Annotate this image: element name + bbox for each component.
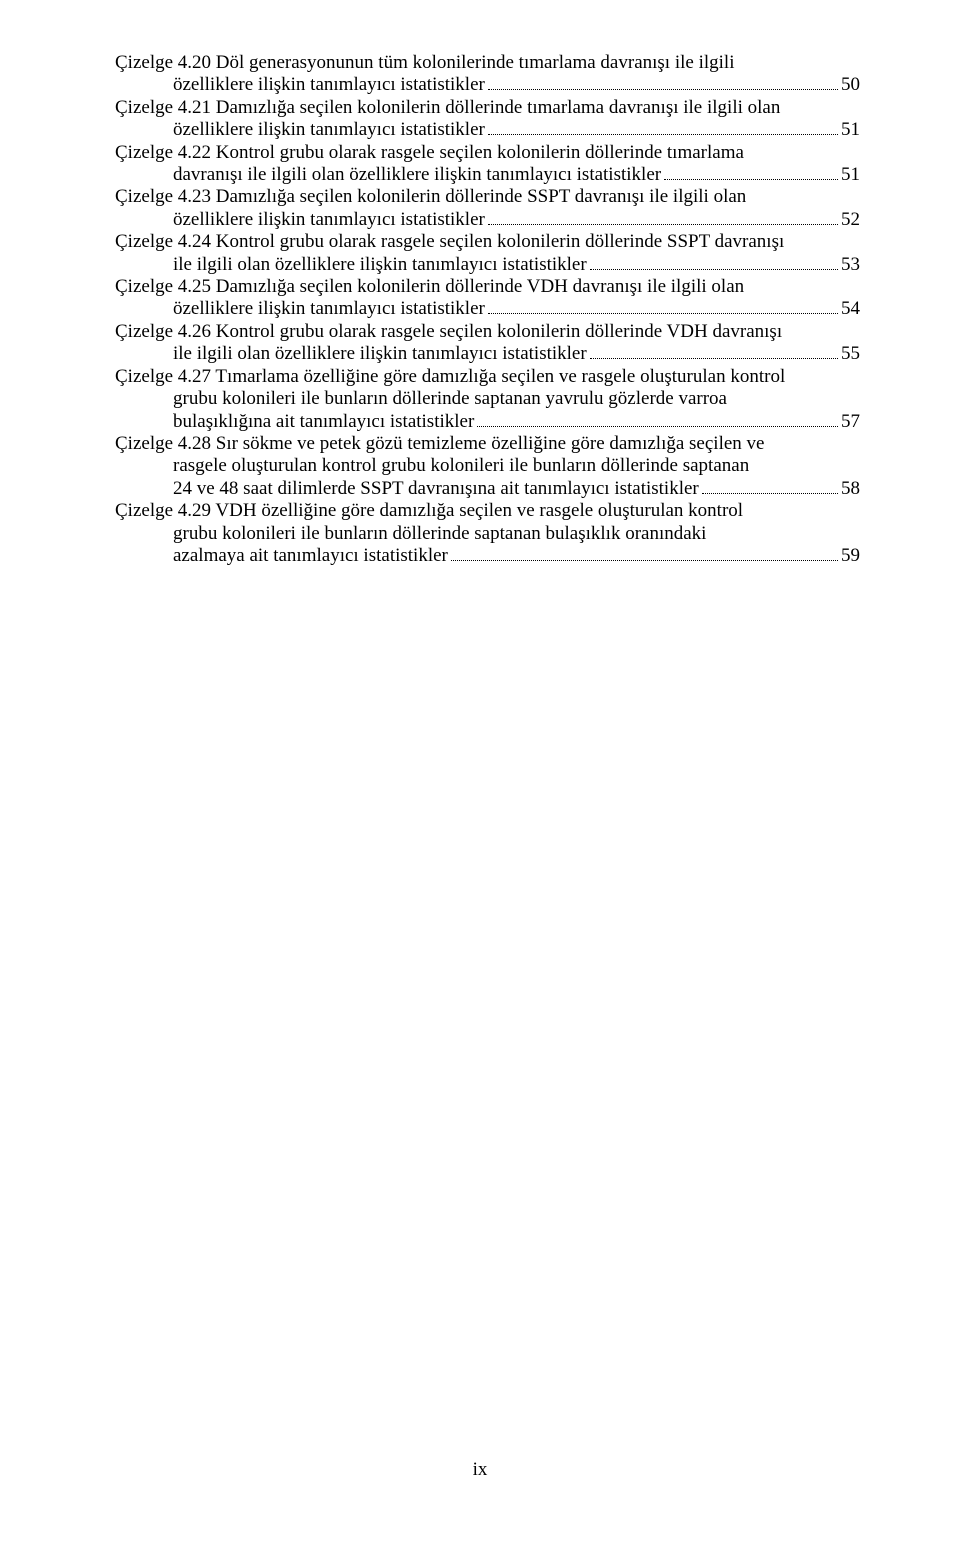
toc-entry-mid-line: grubu kolonileri ile bunların döllerinde…	[115, 388, 860, 410]
leader-dots	[488, 299, 838, 314]
toc-page: Çizelge 4.20 Döl generasyonunun tüm kolo…	[0, 0, 960, 567]
toc-page-number: 51	[841, 164, 860, 186]
toc-entry: Çizelge 4.29 VDH özelliğine göre damızlı…	[115, 500, 860, 567]
toc-page-number: 55	[841, 343, 860, 365]
toc-page-number: 53	[841, 254, 860, 276]
toc-leader-row: özelliklere ilişkin tanımlayıcı istatist…	[173, 209, 860, 231]
toc-page-number: 50	[841, 74, 860, 96]
toc-entry-line1: Çizelge 4.22 Kontrol grubu olarak rasgel…	[115, 142, 860, 164]
toc-page-number: 58	[841, 478, 860, 500]
toc-entry: Çizelge 4.20 Döl generasyonunun tüm kolo…	[115, 52, 860, 97]
toc-entry-last-line: davranışı ile ilgili olan özelliklere il…	[115, 164, 860, 186]
toc-entry-tail-text: davranışı ile ilgili olan özelliklere il…	[173, 164, 661, 186]
toc-entry: Çizelge 4.27 Tımarlama özelliğine göre d…	[115, 366, 860, 433]
page-number-footer: ix	[0, 1459, 960, 1481]
toc-entry: Çizelge 4.22 Kontrol grubu olarak rasgel…	[115, 142, 860, 187]
leader-dots	[590, 254, 838, 269]
toc-entry-tail-text: 24 ve 48 saat dilimlerde SSPT davranışın…	[173, 478, 699, 500]
toc-leader-row: azalmaya ait tanımlayıcı istatistikler 59	[173, 545, 860, 567]
leader-dots	[488, 120, 838, 135]
toc-entry: Çizelge 4.24 Kontrol grubu olarak rasgel…	[115, 231, 860, 276]
toc-entry-last-line: ile ilgili olan özelliklere ilişkin tanı…	[115, 254, 860, 276]
toc-entry: Çizelge 4.25 Damızlığa seçilen koloniler…	[115, 276, 860, 321]
toc-entries: Çizelge 4.20 Döl generasyonunun tüm kolo…	[115, 52, 860, 567]
toc-entry: Çizelge 4.26 Kontrol grubu olarak rasgel…	[115, 321, 860, 366]
toc-entry: Çizelge 4.21 Damızlığa seçilen koloniler…	[115, 97, 860, 142]
toc-leader-row: ile ilgili olan özelliklere ilişkin tanı…	[173, 343, 860, 365]
toc-leader-row: özelliklere ilişkin tanımlayıcı istatist…	[173, 119, 860, 141]
toc-page-number: 52	[841, 209, 860, 231]
toc-leader-row: bulaşıklığına ait tanımlayıcı istatistik…	[173, 411, 860, 433]
toc-entry-last-line: 24 ve 48 saat dilimlerde SSPT davranışın…	[115, 478, 860, 500]
toc-page-number: 51	[841, 119, 860, 141]
toc-entry-tail-text: özelliklere ilişkin tanımlayıcı istatist…	[173, 298, 485, 320]
toc-page-number: 57	[841, 411, 860, 433]
toc-entry-tail-text: ile ilgili olan özelliklere ilişkin tanı…	[173, 254, 587, 276]
leader-dots	[590, 344, 838, 359]
leader-dots	[702, 479, 838, 494]
toc-entry-last-line: azalmaya ait tanımlayıcı istatistikler 59	[115, 545, 860, 567]
toc-entry-tail-text: özelliklere ilişkin tanımlayıcı istatist…	[173, 119, 485, 141]
toc-entry-tail-text: özelliklere ilişkin tanımlayıcı istatist…	[173, 209, 485, 231]
toc-page-number: 54	[841, 298, 860, 320]
toc-leader-row: 24 ve 48 saat dilimlerde SSPT davranışın…	[173, 478, 860, 500]
toc-entry-tail-text: ile ilgili olan özelliklere ilişkin tanı…	[173, 343, 587, 365]
toc-page-number: 59	[841, 545, 860, 567]
leader-dots	[488, 210, 838, 225]
toc-entry-last-line: özelliklere ilişkin tanımlayıcı istatist…	[115, 119, 860, 141]
toc-entry-last-line: bulaşıklığına ait tanımlayıcı istatistik…	[115, 411, 860, 433]
toc-entry-tail-text: azalmaya ait tanımlayıcı istatistikler	[173, 545, 448, 567]
toc-entry-last-line: özelliklere ilişkin tanımlayıcı istatist…	[115, 74, 860, 96]
toc-entry-line1: Çizelge 4.28 Sır sökme ve petek gözü tem…	[115, 433, 860, 455]
toc-entry-mid-line: rasgele oluşturulan kontrol grubu koloni…	[115, 455, 860, 477]
toc-entry-last-line: ile ilgili olan özelliklere ilişkin tanı…	[115, 343, 860, 365]
toc-entry: Çizelge 4.28 Sır sökme ve petek gözü tem…	[115, 433, 860, 500]
toc-entry-last-line: özelliklere ilişkin tanımlayıcı istatist…	[115, 209, 860, 231]
toc-entry-line1: Çizelge 4.23 Damızlığa seçilen koloniler…	[115, 186, 860, 208]
toc-entry-line1: Çizelge 4.27 Tımarlama özelliğine göre d…	[115, 366, 860, 388]
toc-entry: Çizelge 4.23 Damızlığa seçilen koloniler…	[115, 186, 860, 231]
leader-dots	[488, 75, 838, 90]
toc-entry-line1: Çizelge 4.24 Kontrol grubu olarak rasgel…	[115, 231, 860, 253]
toc-entry-line1: Çizelge 4.29 VDH özelliğine göre damızlı…	[115, 500, 860, 522]
toc-entry-line1: Çizelge 4.26 Kontrol grubu olarak rasgel…	[115, 321, 860, 343]
toc-entry-tail-text: özelliklere ilişkin tanımlayıcı istatist…	[173, 74, 485, 96]
leader-dots	[477, 411, 838, 426]
toc-entry-line1: Çizelge 4.20 Döl generasyonunun tüm kolo…	[115, 52, 860, 74]
toc-leader-row: özelliklere ilişkin tanımlayıcı istatist…	[173, 74, 860, 96]
leader-dots	[451, 546, 838, 561]
toc-entry-last-line: özelliklere ilişkin tanımlayıcı istatist…	[115, 298, 860, 320]
toc-leader-row: özelliklere ilişkin tanımlayıcı istatist…	[173, 298, 860, 320]
page-number-text: ix	[473, 1459, 488, 1480]
toc-leader-row: ile ilgili olan özelliklere ilişkin tanı…	[173, 254, 860, 276]
toc-entry-mid-line: grubu kolonileri ile bunların döllerinde…	[115, 523, 860, 545]
leader-dots	[664, 165, 838, 180]
toc-entry-tail-text: bulaşıklığına ait tanımlayıcı istatistik…	[173, 411, 474, 433]
toc-entry-line1: Çizelge 4.21 Damızlığa seçilen koloniler…	[115, 97, 860, 119]
toc-entry-line1: Çizelge 4.25 Damızlığa seçilen koloniler…	[115, 276, 860, 298]
toc-leader-row: davranışı ile ilgili olan özelliklere il…	[173, 164, 860, 186]
